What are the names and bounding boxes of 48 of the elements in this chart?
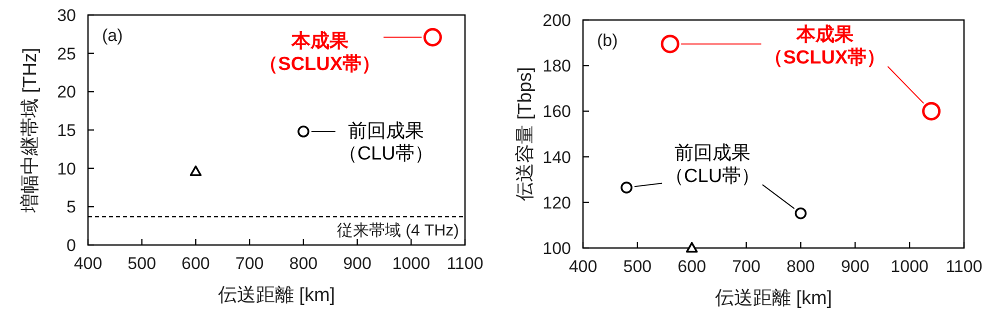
text: (b) bbox=[597, 31, 618, 50]
legend-label: 前回成果（CLU帯） bbox=[338, 120, 434, 165]
y-tick-label: 160 bbox=[542, 102, 571, 122]
y-tick-label: 10 bbox=[57, 159, 76, 178]
point bbox=[794, 207, 807, 220]
text: (a) bbox=[102, 26, 123, 45]
point bbox=[298, 126, 310, 138]
point bbox=[620, 182, 632, 194]
text: 本成果（SCLUX帯） bbox=[259, 30, 381, 75]
x-tick-label: 1000 bbox=[392, 254, 430, 273]
x-tick-label: 800 bbox=[786, 257, 815, 276]
x-tick-label: 900 bbox=[343, 254, 372, 273]
x-tick-label: 500 bbox=[128, 254, 156, 273]
x-tick-label: 700 bbox=[235, 254, 264, 273]
y-tick-label: 120 bbox=[542, 193, 571, 212]
x-tick-label: 1000 bbox=[890, 257, 928, 276]
x-tick-label: 1100 bbox=[446, 254, 484, 273]
y-tick-label: 30 bbox=[57, 6, 76, 25]
y-axis-title: 伝送容量 [Tbps] bbox=[514, 66, 536, 202]
y-tick-label: 20 bbox=[57, 82, 76, 102]
point bbox=[190, 166, 202, 176]
point bbox=[922, 102, 941, 120]
x-tick-label: 600 bbox=[182, 254, 210, 273]
x-tick-label: 700 bbox=[732, 257, 760, 276]
x-tick-label: 400 bbox=[74, 254, 102, 273]
x-tick-label: 900 bbox=[840, 257, 870, 276]
y-tick-label: 0 bbox=[66, 236, 76, 255]
ref-line-label: 従来帯域 (4 THz) bbox=[337, 222, 459, 240]
y-tick-label: 140 bbox=[542, 148, 571, 167]
x-axis-title: 伝送距離 [km] bbox=[714, 288, 832, 309]
y-tick-label: 15 bbox=[57, 121, 76, 140]
x-axis-title: 伝送距離 [km] bbox=[218, 285, 336, 306]
series-label: 前回成果（CLU帯） bbox=[665, 143, 760, 187]
y-tick-label: 180 bbox=[542, 56, 571, 76]
y-tick-label: 5 bbox=[66, 198, 76, 217]
x-tick-label: 1100 bbox=[946, 257, 982, 276]
y-axis-title: 増幅中継帯域 [THz] bbox=[19, 48, 41, 214]
point bbox=[686, 242, 698, 253]
x-tick-label: 500 bbox=[623, 257, 652, 276]
point bbox=[660, 34, 680, 54]
x-tick-label: 800 bbox=[289, 254, 318, 273]
y-tick-label: 100 bbox=[542, 239, 571, 258]
x-tick-label: 600 bbox=[678, 257, 706, 276]
legend-label: 本成果（SCLUX帯） bbox=[764, 24, 886, 68]
x-tick-label: 400 bbox=[568, 257, 598, 276]
point bbox=[423, 28, 442, 46]
y-tick-label: 200 bbox=[542, 11, 571, 30]
y-tick-label: 25 bbox=[57, 44, 76, 64]
